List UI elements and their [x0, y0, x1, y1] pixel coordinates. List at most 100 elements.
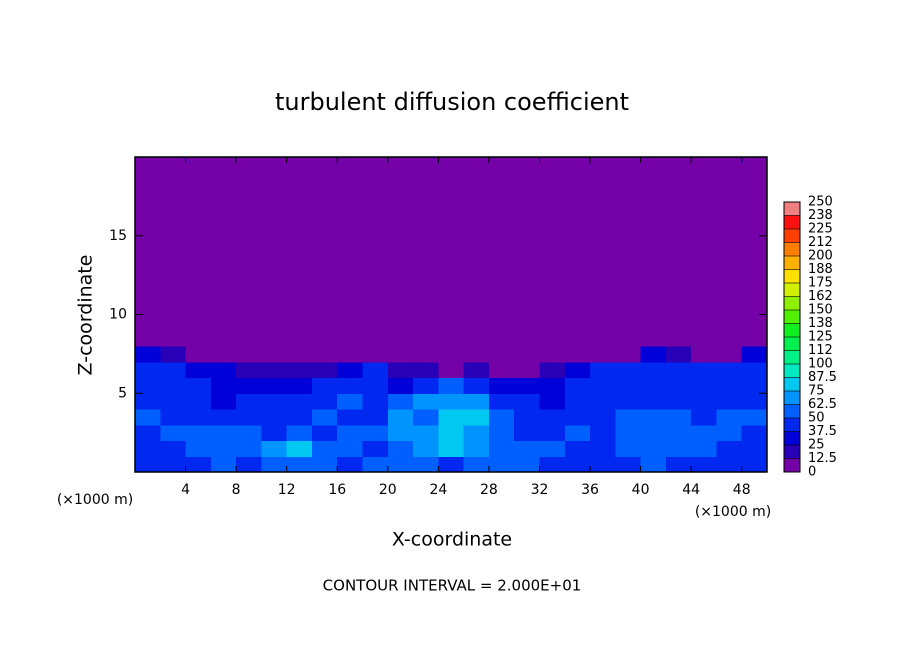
heat-cell — [185, 361, 212, 378]
heat-cell — [160, 424, 187, 441]
x-tick-label: 8 — [232, 482, 241, 498]
heat-cell — [590, 361, 616, 378]
x-unit-label: (×1000 m) — [57, 492, 133, 508]
heat-cell — [185, 157, 212, 347]
heat-cell — [741, 456, 768, 473]
heat-cell — [665, 157, 692, 347]
colorbar-label: 175 — [808, 276, 833, 291]
heat-cell — [135, 377, 161, 394]
heat-cell — [311, 377, 338, 394]
colorbar-band — [784, 391, 800, 405]
heat-cell — [286, 393, 313, 410]
heat-cell — [160, 393, 187, 410]
heat-cell — [539, 346, 566, 363]
heat-cell — [564, 377, 591, 394]
heat-cell — [185, 424, 212, 441]
heat-cell — [691, 361, 717, 378]
heat-cell — [413, 393, 439, 410]
heat-cell — [716, 456, 743, 473]
heat-cell — [135, 409, 161, 426]
heat-cell — [615, 346, 642, 363]
heat-cell — [564, 157, 591, 347]
heat-cell — [135, 157, 161, 347]
heat-cell — [615, 393, 642, 410]
heat-cell — [261, 424, 288, 441]
x-tick-label: 16 — [328, 482, 346, 498]
heat-cell — [311, 456, 338, 473]
heat-cell — [413, 346, 439, 363]
heat-cell — [615, 456, 642, 473]
heat-cell — [716, 393, 743, 410]
heat-cell — [362, 377, 389, 394]
heat-cell — [539, 377, 566, 394]
heat-cell — [640, 409, 667, 426]
x-tick-label: 40 — [632, 482, 650, 498]
heat-cell — [514, 377, 540, 394]
heat-cell — [236, 157, 262, 347]
heat-cell — [413, 456, 439, 473]
colorbar-label: 25 — [808, 438, 825, 453]
heat-cell — [286, 377, 313, 394]
colorbar-label: 12.5 — [808, 451, 837, 466]
heat-cell — [135, 456, 161, 473]
heat-cell — [210, 377, 237, 394]
heat-cell — [413, 440, 439, 457]
colorbar-band — [784, 404, 800, 418]
heat-cell — [716, 424, 743, 441]
heat-cell — [337, 393, 364, 410]
heat-cell — [488, 440, 515, 457]
heat-cell — [590, 409, 616, 426]
heat-cell — [488, 409, 515, 426]
heat-cell — [160, 346, 187, 363]
heat-cell — [539, 424, 566, 441]
colorbar-label: 138 — [808, 316, 833, 331]
heat-cell — [135, 424, 161, 441]
heat-cell — [438, 393, 465, 410]
heat-cell — [438, 440, 465, 457]
heat-cell — [337, 456, 364, 473]
colorbar-label: 75 — [808, 384, 825, 399]
heat-cell — [236, 456, 262, 473]
heat-cell — [311, 157, 338, 347]
heat-cell — [741, 409, 768, 426]
heat-cell — [590, 157, 616, 347]
colorbar-label: 225 — [808, 222, 833, 237]
colorbar-band — [784, 242, 800, 256]
colorbar-label: 112 — [808, 343, 833, 358]
heat-cell — [640, 456, 667, 473]
heat-cell — [640, 157, 667, 347]
colorbar-label: 0 — [808, 465, 816, 480]
heat-cell — [311, 346, 338, 363]
heat-cell — [387, 456, 414, 473]
heat-cell — [160, 456, 187, 473]
heat-cell — [564, 393, 591, 410]
colorbar-band — [784, 431, 800, 445]
heat-cell — [463, 456, 490, 473]
heat-cell — [615, 440, 642, 457]
x-tick-label: 48 — [733, 482, 751, 498]
heat-cell — [337, 346, 364, 363]
heat-cell — [691, 409, 717, 426]
heat-cell — [311, 361, 338, 378]
x-tick-label: 24 — [429, 482, 447, 498]
heat-cell — [337, 157, 364, 347]
heat-cell — [337, 361, 364, 378]
x-unit-label: (×1000 m) — [695, 504, 771, 520]
heat-cell — [210, 157, 237, 347]
heat-cell — [261, 440, 288, 457]
heat-cell — [665, 440, 692, 457]
heat-cell — [438, 424, 465, 441]
heat-cell — [210, 346, 237, 363]
heat-cell — [665, 456, 692, 473]
heat-cell — [261, 456, 288, 473]
heat-cell — [438, 456, 465, 473]
heat-cell — [362, 393, 389, 410]
heat-cell — [387, 424, 414, 441]
x-tick-label: 36 — [581, 482, 599, 498]
heat-cell — [665, 361, 692, 378]
heat-cell — [210, 424, 237, 441]
heat-cell — [438, 157, 465, 347]
heat-cell — [716, 346, 743, 363]
heat-cell — [691, 377, 717, 394]
colorbar-band — [784, 269, 800, 283]
